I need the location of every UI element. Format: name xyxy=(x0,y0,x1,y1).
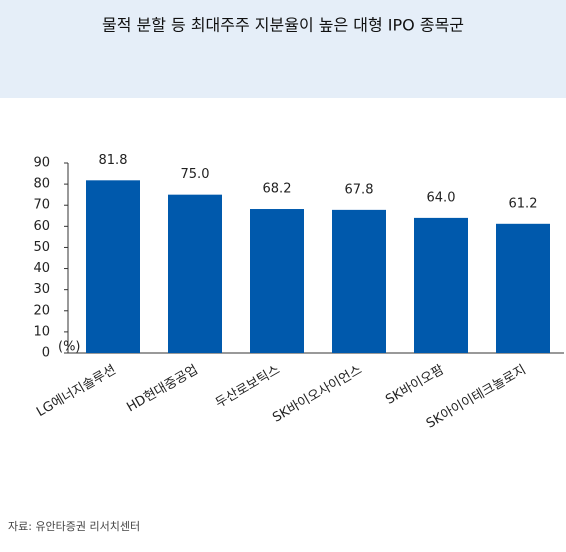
y-tick-label: 80 xyxy=(33,177,50,192)
y-tick-label: 40 xyxy=(33,261,50,276)
bar xyxy=(496,223,550,353)
y-tick-label: 50 xyxy=(33,240,50,255)
bar xyxy=(86,180,140,353)
y-tick-label: 70 xyxy=(33,198,50,213)
source: 자료: 유안타증권 리서치센터 xyxy=(8,520,140,533)
bar xyxy=(414,217,468,353)
bar xyxy=(168,194,222,353)
x-tick-label: SK바이오사이언스 xyxy=(270,362,365,425)
value-label: 67.8 xyxy=(345,182,374,197)
x-tick-label: 두산로보틱스 xyxy=(213,362,283,411)
value-label: 61.2 xyxy=(509,196,538,211)
bar xyxy=(250,209,304,353)
y-tick-label: 60 xyxy=(33,219,50,234)
y-tick-label: 30 xyxy=(33,282,50,297)
chart-title: 물적 분할 등 최대주주 지분율이 높은 대형 IPO 종목군 xyxy=(102,16,464,35)
y-tick-label: 90 xyxy=(33,156,50,171)
value-label: 75.0 xyxy=(181,167,210,182)
value-label: 64.0 xyxy=(427,190,456,205)
y-tick-label: 0 xyxy=(42,346,50,361)
title-box xyxy=(0,0,566,98)
y-tick-label: 20 xyxy=(33,303,50,318)
value-label: 68.2 xyxy=(263,182,292,197)
x-tick-label: SK바이오팜 xyxy=(383,362,446,407)
value-label: 81.8 xyxy=(99,153,128,168)
x-tick-label: LG에너지솔루션 xyxy=(34,363,119,421)
y-tick-label: 10 xyxy=(33,324,50,339)
y-axis-label: (%) xyxy=(58,340,81,355)
x-tick-label: HD현대중공업 xyxy=(124,363,200,416)
bar xyxy=(332,209,386,353)
